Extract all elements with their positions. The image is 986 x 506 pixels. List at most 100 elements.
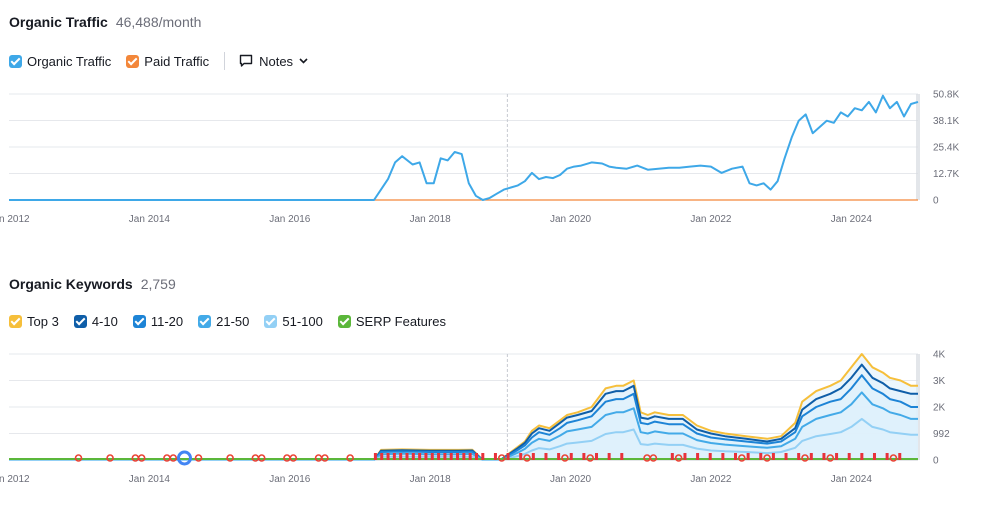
serp-marker [557,453,561,460]
serp-marker [607,453,611,460]
series-line-organic-traffic [9,94,919,201]
serp-marker [872,453,876,460]
serp-marker [106,454,114,462]
y-tick-label: 50.8K [933,90,959,101]
serp-marker [733,453,737,460]
x-tick-label: Jan 2018 [410,214,452,225]
serp-marker [497,454,506,462]
legend-label: 51-100 [282,314,323,329]
serp-marker [544,453,548,460]
legend-label: Organic Traffic [27,53,112,69]
checkbox-icon[interactable] [9,54,22,68]
serp-marker [826,454,835,462]
serp-marker [411,453,415,460]
serp-marker [708,453,712,460]
y-tick-label: 4K [933,350,946,361]
serp-marker [493,453,497,460]
serp-marker [386,453,390,460]
serp-marker [801,454,809,462]
serp-marker [595,453,599,460]
legend-21-50[interactable]: 21-50 [198,314,249,329]
serp-marker [674,454,683,462]
y-tick-label: 992 [933,429,950,440]
legend-label: 4-10 [91,314,118,329]
y-tick-label: 38.1K [933,116,959,127]
chevron-down-icon [299,58,308,64]
legend-label: 21-50 [216,314,250,329]
y-tick-label: 2K [933,403,946,414]
notes-label: Notes [259,53,294,69]
y-tick-label: 25.4K [933,143,959,154]
serp-marker [506,453,510,460]
serp-marker [321,454,329,462]
x-tick-label: Jan 2020 [550,474,592,485]
serp-marker [569,453,573,460]
legend-label: Paid Traffic [144,53,210,69]
checkbox-icon[interactable] [73,315,87,328]
x-tick-label: Jan 2022 [690,214,732,225]
serp-marker [74,454,83,462]
keywords-title: Organic Keywords [9,276,133,292]
serp-marker [481,453,485,460]
serp-marker [784,453,788,460]
serp-marker [437,453,441,460]
serp-marker [835,453,839,460]
organic-traffic-chart: 50.8K 38.1K 25.4K 12.7K 0 Jan 2012 Jan 2014 Jan… [0,90,959,226]
legend-label: 11-20 [150,314,184,329]
x-tick-label: Jan 2016 [269,214,311,225]
serp-marker [137,454,146,462]
notes-button[interactable]: Notes [239,54,308,69]
x-tick-label: Jan 2024 [831,474,873,485]
serp-marker [847,453,851,460]
y-tick-label: 0 [933,456,939,467]
legend-serp-features[interactable]: SERP Features [337,314,446,329]
google-icon [176,450,192,466]
keywords-value: 2,759 [140,276,176,292]
legend-organic-traffic[interactable]: Organic Traffic [9,54,111,69]
serp-marker [169,454,178,462]
y-tick-label: 3K [933,376,946,387]
checkbox-icon[interactable] [126,54,140,68]
serp-marker [399,453,403,460]
traffic-header: Organic Traffic 46,488/month [9,14,201,30]
serp-marker [860,453,864,460]
legend-11-20[interactable]: 11-20 [132,314,184,329]
series-area-51-100 [9,418,918,460]
serp-marker [746,453,750,460]
legend-51-100[interactable]: 51-100 [264,314,323,329]
checkbox-icon[interactable] [132,315,146,328]
x-tick-label: Jan 2024 [831,214,873,225]
x-tick-label: Jan 2014 [129,214,171,225]
serp-marker [424,453,428,460]
serp-marker [519,453,523,460]
traffic-value: 46,488/month [115,14,202,30]
checkbox-icon[interactable] [198,315,212,328]
serp-marker [696,453,700,460]
legend-paid-traffic[interactable]: Paid Traffic [126,54,209,69]
serp-marker [561,454,569,462]
serp-marker [523,454,531,462]
y-tick-label: 0 [933,196,939,207]
serp-marker [586,454,594,462]
checkbox-icon[interactable] [337,315,351,328]
legend-divider [224,52,226,70]
legend-label: SERP Features [355,314,446,329]
serp-marker [449,453,453,460]
traffic-title: Organic Traffic [9,14,108,30]
serp-marker [531,453,535,460]
serp-marker [468,453,472,460]
serp-marker [889,454,898,462]
serp-marker [462,453,466,460]
notes-icon [239,54,253,67]
legend-top-3[interactable]: Top 3 [9,314,59,329]
series-area-21-50 [9,392,918,460]
checkbox-icon[interactable] [264,315,278,328]
x-tick-label: Jan 2012 [0,474,30,485]
traffic-legend: Organic Traffic Paid Traffic Notes [9,52,308,70]
checkbox-icon[interactable] [9,315,22,328]
serp-marker [443,453,447,460]
x-tick-label: Jan 2016 [269,474,311,485]
serp-marker [649,454,658,462]
legend-4-10[interactable]: 4-10 [73,314,118,329]
x-tick-label: Jan 2018 [410,474,452,485]
